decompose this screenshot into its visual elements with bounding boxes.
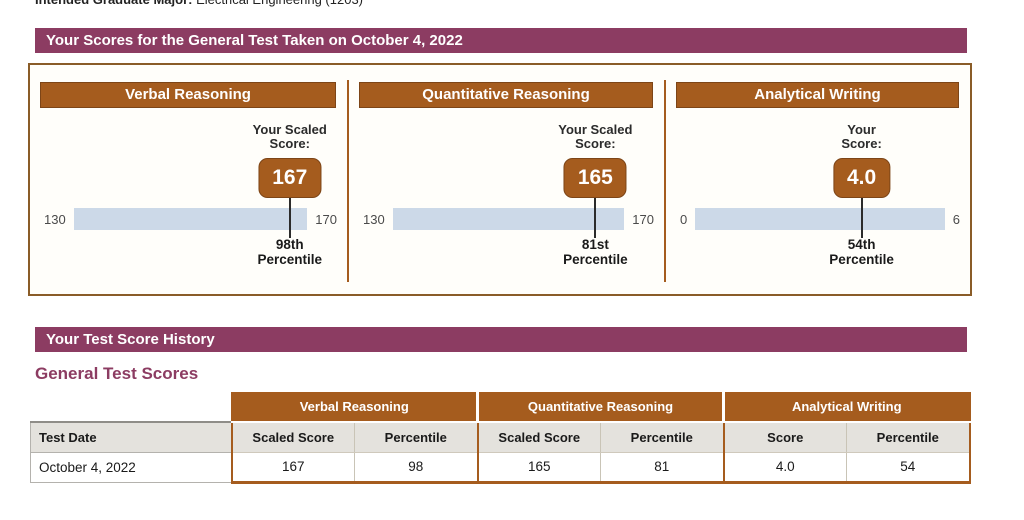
- quant-scale-min: 130: [363, 211, 385, 227]
- writing-scale-bar: Your Score: 4.0 54th Percentile: [695, 123, 945, 267]
- intended-major-note-clipped: Intended Graduate Major: Electrical Engi…: [35, 0, 935, 9]
- quant-scale-bar: Your Scaled Score: 165 81st Percentile: [392, 123, 632, 267]
- panel-analytical-writing: Analytical Writing 0 Your Score: 4.0 54t…: [666, 65, 970, 294]
- col-header-verbal-scaled: Scaled Score: [230, 422, 355, 453]
- col-header-quant-scaled: Scaled Score: [476, 422, 601, 453]
- col-header-quant-percentile: Percentile: [600, 422, 724, 453]
- col-header-verbal-percentile: Percentile: [354, 422, 478, 453]
- writing-marker-line: [860, 198, 863, 238]
- table-row: October 4, 2022 167 98 165 81 4.0 54: [30, 451, 971, 484]
- quant-marker-line: [594, 198, 597, 238]
- writing-score-badge: 4.0: [832, 158, 891, 198]
- intended-major-value: Electrical Engineering (1203): [192, 0, 363, 7]
- scores-panel: Verbal Reasoning 130 Your Scaled Score: …: [28, 63, 972, 296]
- col-header-test-date: Test Date: [30, 421, 232, 453]
- table-column-header-row: Test Date Scaled Score Percentile Scaled…: [30, 421, 971, 453]
- panel-quantitative-reasoning: Quantitative Reasoning 130 Your Scaled S…: [349, 65, 664, 294]
- cell-verbal-scaled: 167: [230, 452, 355, 484]
- panel-divider: [664, 80, 666, 282]
- cell-quant-percentile: 81: [600, 452, 724, 484]
- table-group-header-row: Verbal Reasoning Quantitative Reasoning …: [30, 392, 971, 423]
- quant-scale-max: 170: [632, 211, 654, 227]
- writing-scale-max: 6: [952, 211, 960, 227]
- cell-writing-percentile: 54: [846, 452, 971, 484]
- quant-percentile: 81st Percentile: [563, 237, 628, 267]
- cell-verbal-percentile: 98: [354, 452, 478, 484]
- quant-scale: 130 Your Scaled Score: 165 81st Percenti…: [363, 123, 654, 268]
- verbal-score-badge: 167: [258, 158, 322, 198]
- intended-major-label: Intended Graduate Major:: [35, 0, 192, 7]
- cell-writing-score: 4.0: [722, 452, 847, 484]
- group-header-verbal: Verbal Reasoning: [230, 392, 479, 423]
- writing-section-title: Analytical Writing: [676, 82, 959, 108]
- history-banner: Your Test Score History: [35, 327, 967, 352]
- group-header-writing: Analytical Writing: [722, 392, 971, 423]
- cell-test-date: October 4, 2022: [30, 451, 232, 483]
- panel-verbal-reasoning: Verbal Reasoning 130 Your Scaled Score: …: [30, 65, 347, 294]
- verbal-scale-max: 170: [315, 211, 337, 227]
- col-header-writing-score: Score: [722, 422, 847, 453]
- score-history-table: Verbal Reasoning Quantitative Reasoning …: [30, 392, 971, 484]
- writing-score-caption: Your Score:: [841, 122, 882, 151]
- col-header-writing-percentile: Percentile: [846, 422, 971, 453]
- writing-scale-min: 0: [680, 211, 688, 227]
- quant-score-badge: 165: [563, 158, 627, 198]
- writing-percentile: 54th Percentile: [829, 237, 894, 267]
- verbal-scale: 130 Your Scaled Score: 167 98th Percenti…: [44, 123, 337, 268]
- verbal-scale-bar: Your Scaled Score: 167 98th Percentile: [73, 123, 327, 267]
- verbal-marker-line: [288, 198, 291, 238]
- general-test-scores-heading: General Test Scores: [35, 364, 199, 383]
- verbal-percentile: 98th Percentile: [257, 237, 323, 267]
- panel-divider: [347, 80, 349, 282]
- scores-banner: Your Scores for the General Test Taken o…: [35, 28, 967, 53]
- writing-scale: 0 Your Score: 4.0 54th Percentile 6: [680, 123, 960, 268]
- quant-score-caption: Your Scaled Score:: [558, 122, 633, 151]
- quant-section-title: Quantitative Reasoning: [359, 82, 653, 108]
- verbal-scale-min: 130: [44, 211, 66, 227]
- table-empty-corner: [30, 392, 232, 422]
- cell-quant-scaled: 165: [476, 452, 601, 484]
- verbal-score-caption: Your Scaled Score:: [252, 122, 327, 151]
- group-header-quant: Quantitative Reasoning: [476, 392, 725, 423]
- verbal-section-title: Verbal Reasoning: [40, 82, 336, 108]
